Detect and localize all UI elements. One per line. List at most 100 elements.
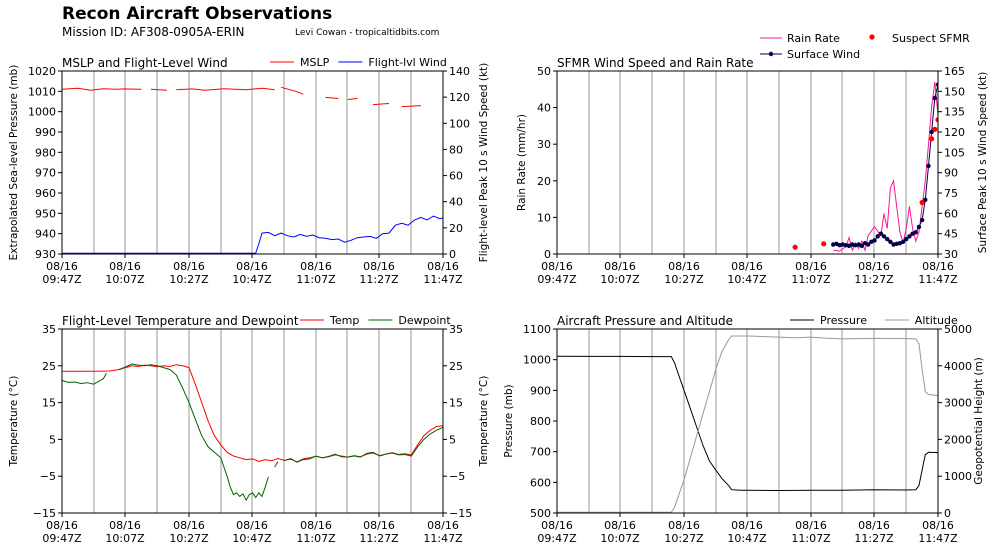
y2-tick-label: 0 bbox=[944, 507, 951, 520]
y2-tick-label: 45 bbox=[944, 228, 958, 241]
series-line-mslp bbox=[150, 88, 167, 91]
series-line-mslp bbox=[373, 103, 390, 106]
x-tick-label: 08/16 bbox=[109, 260, 141, 273]
series-line-dewpoint bbox=[119, 363, 269, 502]
data-point-suspect-sfmr bbox=[929, 136, 935, 142]
x-tick-label: 08/16 bbox=[604, 260, 636, 273]
y2-tick-label: 4000 bbox=[944, 360, 972, 373]
data-point-surface-wind bbox=[971, 211, 975, 215]
data-point-surface-wind bbox=[878, 231, 884, 236]
x-tick-label: 08/16 bbox=[858, 260, 890, 273]
x-tick-label: 08/16 bbox=[300, 260, 332, 273]
plot-area bbox=[62, 86, 443, 254]
data-point-suspect-sfmr bbox=[932, 126, 938, 132]
y-tick-label: 1000 bbox=[523, 354, 551, 367]
series-line-mslp bbox=[401, 105, 421, 108]
y-tick-label: −15 bbox=[33, 507, 56, 520]
y2-tick-label: 5000 bbox=[944, 323, 972, 336]
y2-tick-label: 1000 bbox=[944, 470, 972, 483]
y-tick-label: 5 bbox=[49, 433, 56, 446]
data-point-surface-wind bbox=[885, 236, 890, 242]
x-tick-label: 08/16 bbox=[173, 519, 205, 532]
legend-label: Temp bbox=[329, 314, 359, 327]
x-tick-label: 11:47Z bbox=[423, 532, 463, 545]
legend-swatch bbox=[869, 34, 875, 40]
x-tick-label: 08/16 bbox=[668, 519, 700, 532]
y-tick-label: 1100 bbox=[523, 323, 551, 336]
x-tick-label: 10:07Z bbox=[105, 532, 145, 545]
legend: MSLP Flight-lvl Wind bbox=[270, 56, 447, 69]
y2-tick-label: 150 bbox=[944, 85, 965, 98]
y-axis-label: Rain Rate (mm/hr) bbox=[516, 114, 528, 211]
y-tick-label: 980 bbox=[35, 146, 56, 159]
credit-text: Levi Cowan - tropicaltidbits.com bbox=[295, 28, 440, 38]
y2-axis-label: Geopotential Height (m) bbox=[973, 357, 985, 485]
series-line-dewpoint bbox=[284, 426, 443, 463]
chart-panel-4: Aircraft Pressure and Altitude 500 600 700 8… bbox=[503, 314, 985, 545]
legend-label: Rain Rate bbox=[787, 32, 840, 45]
y2-tick-label: 60 bbox=[944, 207, 958, 220]
y2-tick-label: −5 bbox=[449, 470, 465, 483]
x-tick-label: 10:27Z bbox=[664, 273, 704, 286]
x-tick-label: 08/16 bbox=[541, 519, 573, 532]
legend-swatch bbox=[768, 51, 774, 57]
series-line-altitude bbox=[557, 335, 938, 513]
y-tick-label: 1020 bbox=[28, 65, 56, 78]
data-point-suspect-sfmr bbox=[935, 117, 938, 123]
y-tick-label: 0 bbox=[544, 248, 551, 261]
y2-tick-label: 5 bbox=[449, 433, 456, 446]
data-point-surface-wind bbox=[926, 163, 931, 169]
x-tick-label: 08/16 bbox=[300, 519, 332, 532]
x-tick-label: 11:47Z bbox=[918, 273, 958, 286]
y2-tick-label: 165 bbox=[944, 65, 965, 78]
x-tick-label: 08/16 bbox=[604, 519, 636, 532]
data-point-suspect-sfmr bbox=[919, 199, 925, 206]
y-axis-label: Pressure (mb) bbox=[503, 384, 515, 457]
data-point-surface-wind bbox=[923, 197, 928, 202]
x-tick-label: 09:47Z bbox=[42, 273, 82, 286]
data-point-suspect-sfmr bbox=[945, 200, 950, 205]
x-tick-label: 08/16 bbox=[363, 519, 395, 532]
y2-tick-label: 20 bbox=[449, 222, 463, 235]
y-tick-label: 940 bbox=[35, 228, 56, 241]
plot-frame bbox=[61, 70, 444, 255]
legend-label: Altitude bbox=[915, 314, 958, 327]
y-tick-label: 20 bbox=[537, 175, 551, 188]
y2-tick-label: 105 bbox=[944, 146, 965, 159]
y-tick-label: 930 bbox=[35, 248, 56, 261]
x-tick-label: 08/16 bbox=[731, 260, 763, 273]
x-tick-label: 09:47Z bbox=[537, 273, 577, 286]
x-tick-label: 10:07Z bbox=[600, 273, 640, 286]
y2-tick-label: 25 bbox=[449, 360, 463, 373]
y-tick-label: 950 bbox=[35, 207, 56, 220]
series-line-mslp bbox=[325, 96, 339, 99]
data-point-surface-wind bbox=[865, 242, 871, 247]
legend-label: Flight-lvl Wind bbox=[368, 56, 446, 69]
series-line-flight-lvl-wind bbox=[62, 215, 443, 254]
x-tick-label: 09:47Z bbox=[537, 532, 577, 545]
y2-axis-label: Flight-level Peak 10 s Wind Speed (kt) bbox=[478, 63, 490, 263]
y-tick-label: 40 bbox=[537, 102, 551, 115]
x-tick-label: 08/16 bbox=[427, 519, 459, 532]
y-tick-label: 25 bbox=[42, 360, 56, 373]
y2-tick-label: 3000 bbox=[944, 397, 972, 410]
series-line-dewpoint bbox=[62, 372, 107, 385]
series-line-dewpoint bbox=[274, 461, 279, 468]
series-line-mslp bbox=[280, 86, 304, 95]
plot-area bbox=[792, 81, 975, 253]
data-point-surface-wind bbox=[949, 200, 953, 204]
x-tick-label: 10:27Z bbox=[664, 532, 704, 545]
x-tick-label: 08/16 bbox=[427, 260, 459, 273]
y-tick-label: 500 bbox=[530, 507, 551, 520]
y2-tick-label: −15 bbox=[449, 507, 472, 520]
x-tick-label: 08/16 bbox=[922, 260, 954, 273]
y-axis-label: Extrapolated Sea-level Pressure (mb) bbox=[8, 65, 20, 261]
data-point-surface-wind bbox=[872, 238, 877, 243]
x-tick-label: 08/16 bbox=[363, 260, 395, 273]
plot-frame bbox=[556, 70, 939, 255]
data-point-surface-wind bbox=[859, 243, 864, 249]
plot-area bbox=[62, 363, 443, 502]
x-tick-label: 11:27Z bbox=[854, 532, 894, 545]
data-point-surface-wind bbox=[958, 225, 962, 229]
